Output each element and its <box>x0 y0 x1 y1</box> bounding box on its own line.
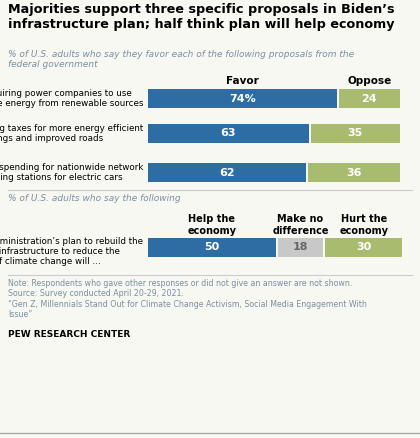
Text: 74%: 74% <box>229 93 256 103</box>
Text: 63: 63 <box>220 128 236 138</box>
Bar <box>339 89 400 108</box>
Text: 30: 30 <box>356 243 371 252</box>
Text: % of U.S. adults who say the following: % of U.S. adults who say the following <box>8 194 181 203</box>
Bar <box>148 163 306 182</box>
Text: Make no
difference: Make no difference <box>272 214 329 236</box>
Text: Biden administration’s plan to rebuild the
nation’s infrastructure to reduce the: Biden administration’s plan to rebuild t… <box>0 237 143 266</box>
Text: Majorities support three specific proposals in Biden’s
infrastructure plan; half: Majorities support three specific propos… <box>8 3 394 31</box>
Bar <box>278 238 323 257</box>
Text: Requiring power companies to use
more energy from renewable sources: Requiring power companies to use more en… <box>0 89 143 108</box>
Bar <box>148 124 309 143</box>
Text: 50: 50 <box>204 243 219 252</box>
Text: % of U.S. adults who say they favor each of the following proposals from the
fed: % of U.S. adults who say they favor each… <box>8 50 354 69</box>
Text: 24: 24 <box>362 93 377 103</box>
Text: 35: 35 <box>348 128 363 138</box>
Text: PEW RESEARCH CENTER: PEW RESEARCH CENTER <box>8 330 130 339</box>
Bar <box>308 163 400 182</box>
Bar <box>311 124 400 143</box>
Bar <box>148 89 337 108</box>
Text: Raising taxes for more energy efficient
buildings and improved roads: Raising taxes for more energy efficient … <box>0 124 143 143</box>
Text: Favor: Favor <box>226 76 259 86</box>
Bar <box>148 238 276 257</box>
Text: Oppose: Oppose <box>347 76 391 86</box>
Text: 36: 36 <box>346 167 362 177</box>
Text: Note: Respondents who gave other responses or did not give an answer are not sho: Note: Respondents who gave other respons… <box>8 279 367 319</box>
Text: Hurt the
economy: Hurt the economy <box>339 214 388 236</box>
Text: 62: 62 <box>219 167 235 177</box>
Text: Federal spending for nationwide network
of charging stations for electric cars: Federal spending for nationwide network … <box>0 163 143 182</box>
Bar <box>326 238 402 257</box>
Text: Help the
economy: Help the economy <box>187 214 236 236</box>
Text: 18: 18 <box>293 243 308 252</box>
